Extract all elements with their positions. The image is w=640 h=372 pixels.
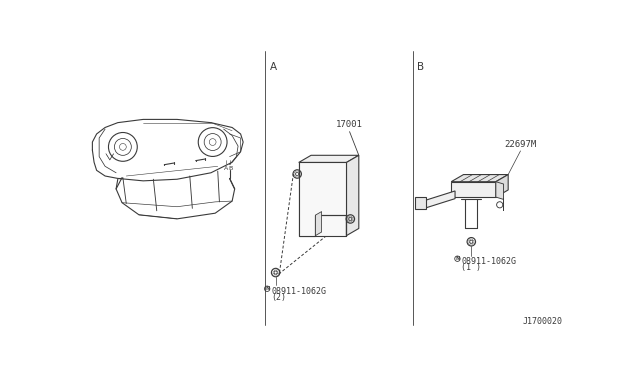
Polygon shape — [346, 155, 359, 235]
Text: (2): (2) — [271, 293, 286, 302]
Text: A: A — [224, 166, 228, 171]
Polygon shape — [299, 163, 346, 235]
Text: A: A — [269, 62, 276, 71]
Polygon shape — [415, 197, 426, 209]
Text: B: B — [417, 62, 424, 71]
Polygon shape — [316, 212, 322, 235]
Polygon shape — [299, 163, 346, 235]
Polygon shape — [451, 182, 496, 197]
Polygon shape — [496, 174, 508, 197]
Text: 08911-1062G: 08911-1062G — [461, 257, 516, 266]
Polygon shape — [496, 182, 504, 211]
Polygon shape — [299, 155, 359, 163]
Text: B: B — [228, 166, 232, 171]
Polygon shape — [426, 191, 455, 208]
Text: (1 ): (1 ) — [461, 263, 481, 272]
Text: 08911-1062G: 08911-1062G — [271, 287, 326, 296]
Polygon shape — [451, 174, 508, 182]
Text: 22697M: 22697M — [504, 140, 536, 148]
Text: N: N — [265, 286, 269, 291]
Text: 17001: 17001 — [336, 120, 363, 129]
Text: J1700020: J1700020 — [523, 317, 563, 326]
Text: N: N — [455, 256, 460, 261]
